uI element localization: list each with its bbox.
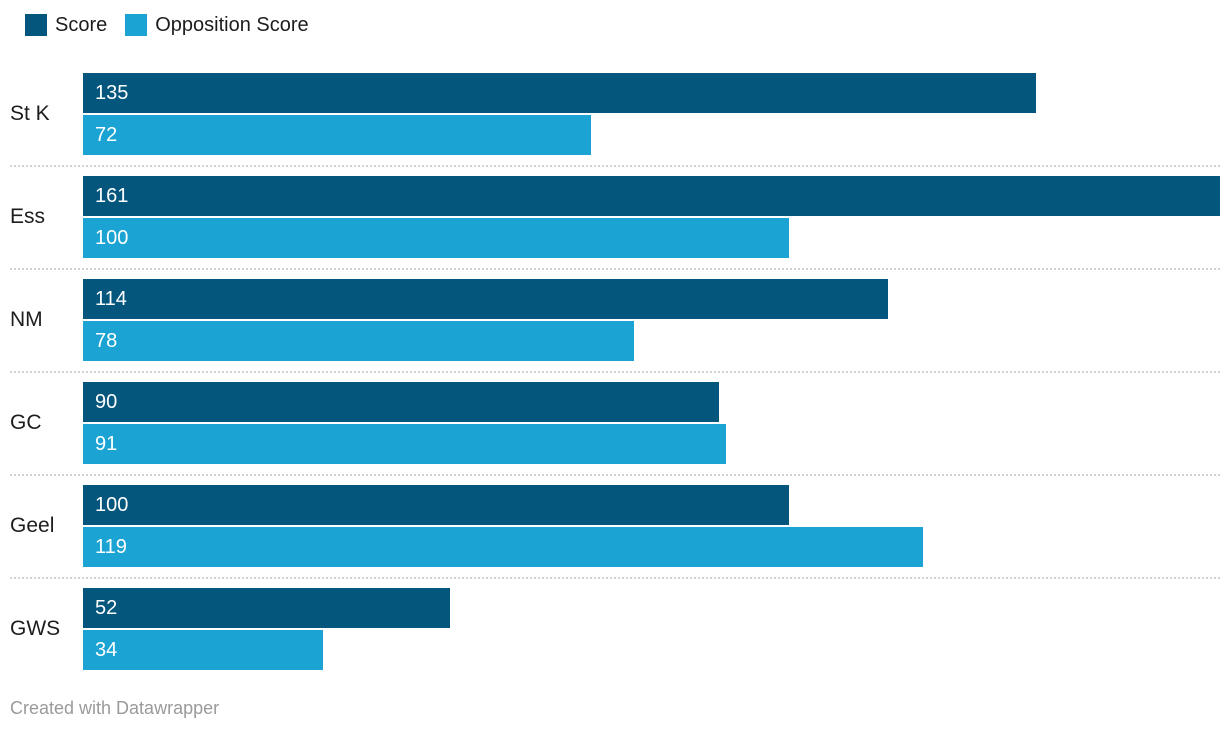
bar-value-label: 100 xyxy=(95,226,129,249)
chart-rows: St K 135 72 Ess 161 100 NM 114 78 GC 90 91 Geel 100 11… xyxy=(10,64,1220,680)
score-swatch-icon xyxy=(25,14,47,36)
bar-score: 100 xyxy=(83,485,790,525)
bar-group: 90 91 xyxy=(83,382,1220,464)
bar-value-label: 90 xyxy=(95,390,118,413)
bar-score: 135 xyxy=(83,73,1037,113)
bar-value-label: 119 xyxy=(95,535,127,558)
chart-row: NM 114 78 xyxy=(10,270,1220,373)
bar-group: 161 100 xyxy=(83,176,1220,258)
bar-group: 114 78 xyxy=(83,279,1220,361)
legend-label: Opposition Score xyxy=(155,14,309,36)
category-label: Geel xyxy=(10,514,55,537)
category-label: GWS xyxy=(10,617,61,640)
bar-value-label: 78 xyxy=(95,329,118,352)
bar-opposition-score: 91 xyxy=(83,424,726,464)
legend-item-opposition-score: Opposition Score xyxy=(125,14,309,36)
bar-score: 114 xyxy=(83,279,889,319)
bar-group: 100 119 xyxy=(83,485,1220,567)
category-label: St K xyxy=(10,102,50,125)
bar-value-label: 135 xyxy=(95,81,129,104)
bar-opposition-score: 78 xyxy=(83,321,634,361)
bar-opposition-score: 119 xyxy=(83,527,924,567)
bar-opposition-score: 34 xyxy=(83,630,324,670)
chart-row: GC 90 91 xyxy=(10,373,1220,476)
chart-row: Ess 161 100 xyxy=(10,167,1220,270)
bar-opposition-score: 100 xyxy=(83,218,790,258)
bar-score: 161 xyxy=(83,176,1220,216)
category-label: NM xyxy=(10,308,43,331)
category-label: GC xyxy=(10,411,42,434)
chart-row: St K 135 72 xyxy=(10,64,1220,167)
chart-row: Geel 100 119 xyxy=(10,476,1220,579)
legend: Score Opposition Score xyxy=(25,14,1220,36)
bar-value-label: 91 xyxy=(95,432,118,455)
bar-value-label: 100 xyxy=(95,493,129,516)
bar-group: 52 34 xyxy=(83,588,1220,670)
bar-opposition-score: 72 xyxy=(83,115,592,155)
bar-value-label: 34 xyxy=(95,638,118,661)
legend-label: Score xyxy=(55,14,108,36)
bar-score: 52 xyxy=(83,588,451,628)
bar-value-label: 161 xyxy=(95,184,129,207)
bar-value-label: 72 xyxy=(95,123,118,146)
legend-item-score: Score xyxy=(25,14,107,36)
bar-score: 90 xyxy=(83,382,719,422)
datawrapper-attribution: Created with Datawrapper xyxy=(10,698,220,718)
bar-value-label: 114 xyxy=(95,287,127,310)
bar-value-label: 52 xyxy=(95,596,118,619)
category-label: Ess xyxy=(10,205,46,228)
opposition-score-swatch-icon xyxy=(125,14,148,36)
bar-group: 135 72 xyxy=(83,73,1220,155)
chart-row: GWS 52 34 xyxy=(10,579,1220,680)
chart-container: Score Opposition Score St K 135 72 Ess 161 10… xyxy=(10,14,1220,718)
